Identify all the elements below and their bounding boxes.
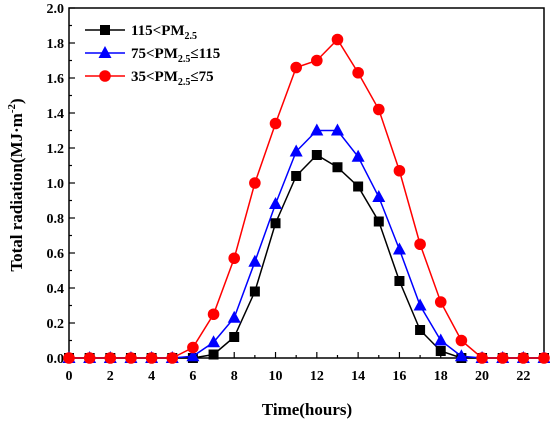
legend-marker (100, 25, 110, 35)
y-tick-label: 0.4 (47, 282, 65, 297)
x-tick-label: 22 (516, 369, 530, 384)
x-tick-label: 10 (269, 369, 283, 384)
data-point (311, 150, 322, 160)
x-tick-label: 18 (434, 369, 448, 384)
data-point (372, 103, 385, 116)
data-point (330, 123, 344, 136)
data-point (289, 144, 303, 157)
data-point (392, 242, 406, 255)
legend-label: 75<PM2.5≤115 (131, 46, 220, 65)
data-point (145, 352, 158, 364)
data-point (414, 238, 426, 251)
data-point (104, 352, 117, 364)
series-line (69, 38, 544, 359)
x-tick-label: 2 (107, 369, 114, 384)
x-axis-title: Time(hours) (262, 400, 352, 419)
y-tick-label: 1.0 (47, 177, 65, 192)
y-tick-label: 1.2 (47, 142, 65, 157)
data-point (496, 352, 509, 364)
data-point (476, 352, 488, 364)
data-point (187, 341, 199, 354)
legend-marker (99, 70, 111, 82)
data-point (248, 254, 262, 267)
series-3 (63, 33, 550, 364)
x-tick-label: 14 (351, 369, 365, 384)
data-point (269, 117, 282, 130)
data-point (352, 66, 364, 79)
legend-entry-1: 115<PM2.5 (85, 23, 197, 42)
data-point (207, 308, 220, 321)
data-point (311, 54, 323, 67)
data-point (415, 325, 426, 335)
data-point (351, 149, 365, 162)
y-axis-title: Total radiation(MJ·m-2) (6, 98, 26, 271)
x-tick-label: 0 (66, 369, 73, 384)
data-point (249, 177, 261, 189)
data-point (310, 123, 324, 136)
series-1 (64, 150, 549, 363)
y-tick-label: 1.8 (47, 37, 65, 52)
data-point (435, 346, 446, 356)
data-point (434, 333, 448, 346)
data-point (269, 197, 283, 209)
y-tick-label: 1.6 (47, 72, 65, 87)
data-point (373, 216, 384, 227)
x-tick-label: 16 (392, 369, 406, 384)
data-point (538, 352, 550, 364)
x-tick-label: 4 (148, 369, 155, 384)
legend-entry-2: 75<PM2.5≤115 (85, 46, 220, 65)
data-point (517, 352, 530, 364)
data-point (249, 286, 260, 297)
y-tick-label: 0.0 (47, 352, 65, 367)
series-line (69, 154, 544, 359)
data-point (332, 162, 343, 173)
x-tick-label: 12 (310, 369, 324, 384)
legend-label: 35<PM2.5≤75 (131, 69, 214, 88)
legend-label: 115<PM2.5 (131, 23, 197, 42)
data-point (270, 218, 281, 229)
data-point (393, 164, 406, 177)
x-tick-label: 20 (475, 369, 489, 384)
data-point (394, 276, 405, 286)
data-point (290, 61, 302, 74)
data-point (125, 352, 137, 364)
data-point (166, 352, 179, 364)
series-2 (62, 123, 550, 363)
data-point (228, 252, 241, 265)
data-point (434, 296, 447, 308)
series-layer (62, 33, 550, 364)
data-point (331, 33, 344, 46)
data-point (208, 349, 219, 360)
y-tick-label: 2.0 (47, 2, 65, 17)
data-point (207, 335, 221, 348)
data-point (353, 181, 364, 192)
data-point (455, 334, 468, 347)
legend-entry-3: 35<PM2.5≤75 (85, 69, 214, 88)
axes: 0 2 4 6 8 10 12 14 16 18 20 22 0.0 0.2 0.4 0.6 0.8 1.0 1.2… (47, 2, 545, 384)
legend: 115<PM2.5 75<PM2.5≤115 35<PM2.5≤75 (85, 23, 220, 88)
data-point (227, 310, 241, 323)
data-point (186, 349, 200, 362)
x-tick-label: 8 (231, 369, 238, 384)
y-tick-label: 1.4 (47, 107, 65, 122)
data-point (229, 332, 240, 342)
y-tick-label: 0.6 (47, 247, 65, 262)
data-point (372, 190, 386, 202)
x-tick-label: 6 (189, 369, 196, 384)
y-tick-label: 0.2 (47, 317, 65, 332)
data-point (454, 349, 468, 362)
y-tick-label: 0.8 (47, 212, 65, 227)
legend-marker (98, 46, 112, 58)
data-point (83, 352, 96, 364)
data-point (413, 298, 427, 311)
data-point (291, 171, 302, 181)
data-point (63, 352, 75, 364)
